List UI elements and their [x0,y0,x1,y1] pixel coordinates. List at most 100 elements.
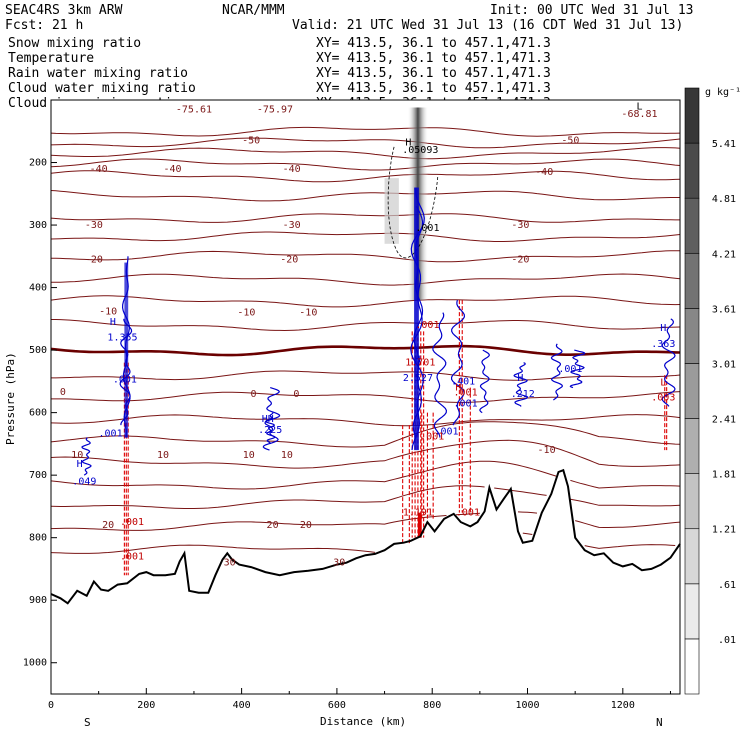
temperature-contour [50,170,681,183]
legend-xy-snow: XY= 413.5, 36.1 to 457.1,471.3 [316,36,551,51]
colorbar-swatch [684,87,700,144]
colorbar-label: .61 [718,580,736,591]
organization: NCAR/MMM [222,3,285,18]
y-tick-label: 1000 [23,658,47,669]
colorbar-swatch [684,418,700,474]
temperature-label: -40 [535,167,553,178]
colorbar-label: 4.81 [712,194,736,205]
colorbar-swatch [684,583,700,640]
temperature-label: 10 [243,450,255,461]
temperature-contour [50,532,676,554]
legend-label-temperature: Temperature [8,51,94,66]
extremum-label: .049 [72,476,96,487]
temperature-contour [50,190,680,202]
colorbar-swatch [684,528,700,585]
x-tick-label: 600 [328,700,346,711]
y-tick-label: 200 [29,158,47,169]
temperature-contour [51,319,681,332]
temperature-contour [50,137,681,149]
cloud-water-core [414,187,419,451]
extremum-label: .001 [454,398,478,409]
x-tick-label: 1200 [611,700,635,711]
extremum-label: .225 [258,425,282,436]
terrain-line [50,468,681,605]
cloud-water-contour [513,362,529,407]
temperature-contour [51,370,681,381]
init-time: Init: 00 UTC Wed 31 Jul 13 [490,3,694,18]
temperature-label: 30 [333,558,345,569]
valid-time: Valid: 21 UTC Wed 31 Jul 13 (16 CDT Wed … [292,18,683,33]
extremum-labels: H.05093LH1.355.001.001H.049HH.225H2.5271… [72,101,675,562]
legend-xy-rain: XY= 413.5, 36.1 to 457.1,471.3 [316,66,551,81]
extremum-label: H [455,383,461,394]
temperature-labels: -75.61 -75.97 -68.81 -50 -50 -40 -40 -40 -40 -30 -… [60,104,658,568]
temperature-label: 0 [60,387,66,398]
temperature-label: -68.81 [621,109,657,120]
extremum-label: 1.191 [403,508,433,519]
temperature-contour [50,344,681,357]
temperature-label: 10 [281,450,293,461]
colorbar-swatch [684,638,700,695]
extremum-label: H [517,373,523,384]
colorbar-label: 5.41 [712,139,736,150]
x-tick-label: 0 [48,700,54,711]
plot-area: -75.61 -75.97 -68.81 -50 -50 -40 -40 -40 -40 -30 -… [50,99,681,695]
temperature-label: 10 [71,450,83,461]
temperature-label: -75.97 [257,104,293,115]
temperature-label: 20 [267,520,279,531]
plot-frame [50,99,681,695]
temperature-label: -40 [90,164,108,175]
x-tick-label: 200 [137,700,155,711]
y-tick-label: 400 [29,283,47,294]
extremum-label: H [415,354,421,365]
plot-background [51,100,680,694]
y-tick-label: 300 [29,220,47,231]
temperature-contour [50,295,681,308]
y-tick-label: 900 [29,595,47,606]
extremum-label: L [660,378,666,389]
colorbar-swatch [684,473,700,530]
legend-label-rain: Rain water mixing ratio [8,66,188,81]
temperature-contour [50,485,681,509]
snow-outline [387,146,439,259]
extremum-label: H [405,138,411,149]
extremum-label: .001 [434,426,458,437]
temperature-contours [50,126,681,554]
extremum-label: .001 [415,320,439,331]
extremum-label: .001 [120,551,144,562]
axes: 0 200 400 600 800 1000 12002003004005006007008… [23,158,671,711]
y-tick-label: 700 [29,470,47,481]
colorbar-swatch [684,363,700,419]
temperature-label: -20 [280,254,298,265]
temperature-contour [50,231,681,242]
temperature-contour [50,213,680,223]
colorbar-label: .01 [718,635,736,646]
colorbar: g kg⁻¹ .01 .61 1.21 1.81 2.41 3.01 3.61 4.21 4.8… [684,87,740,695]
extremum-label: .212 [511,389,535,400]
temperature-label: 30 [224,558,236,569]
colorbar-label: 4.21 [712,249,736,260]
rain-core [417,512,422,538]
temperature-contour [50,147,681,160]
x-tick-label: 400 [233,700,251,711]
temperature-label: 0 [293,389,299,400]
y-tick-label: 500 [29,345,47,356]
temperature-contour [51,273,681,286]
snow-patch [384,178,399,244]
temperature-label: -30 [85,220,103,231]
temperature-label: 0 [251,389,257,400]
colorbar-label: 2.41 [712,415,736,426]
temperature-contour [50,421,681,448]
extremum-label: H [77,459,83,470]
cloud-water-contour [661,318,676,407]
cloud-water-contours [81,187,676,476]
x-axis-label: Distance (km) [320,715,406,728]
temperature-contour [50,126,681,137]
temperature-contour [50,250,680,263]
extremum-label: .001 [415,223,439,234]
cloud-water-core [124,262,129,438]
extremum-label: .001 [558,364,582,375]
y-axis-label: Pressure (hPa) [4,352,17,445]
extremum-label: H [660,323,666,334]
